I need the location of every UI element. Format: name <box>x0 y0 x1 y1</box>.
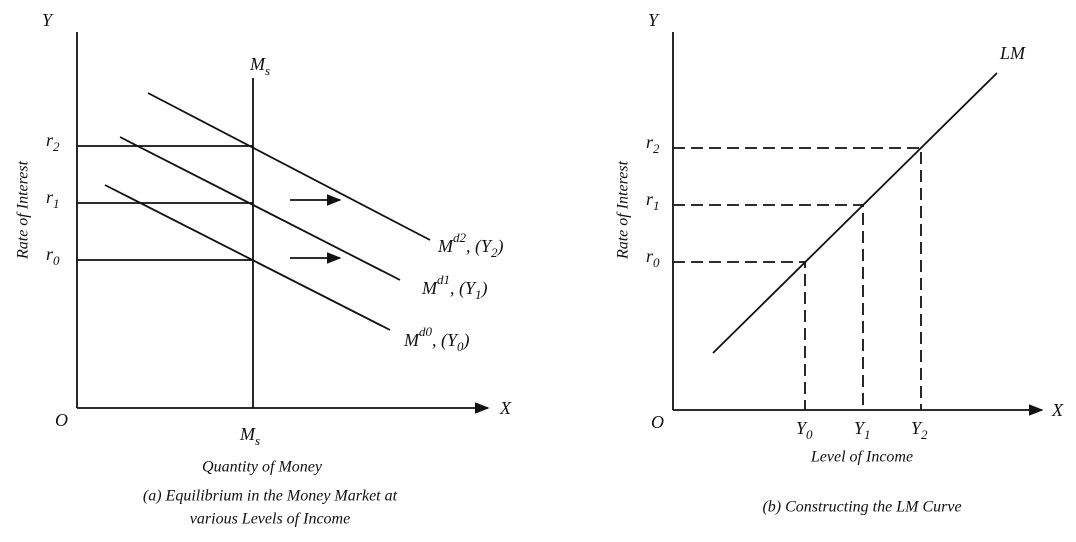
base: r <box>46 187 54 207</box>
x-label: Quantity of Money <box>202 459 323 476</box>
demand-curve <box>104 184 391 331</box>
sub: 1 <box>53 196 60 211</box>
base: r <box>646 246 654 266</box>
demand-curve <box>147 92 431 241</box>
close: ) <box>481 278 488 299</box>
text: , (Y <box>432 330 459 351</box>
sub: 0 <box>653 255 660 270</box>
axis-letter: X <box>499 398 512 418</box>
demand-label: Md2, (Y2) <box>437 230 504 260</box>
sup: d1 <box>437 272 450 287</box>
base: M <box>403 330 420 350</box>
rate-label: r1 <box>646 189 660 213</box>
sub: 2 <box>653 141 660 156</box>
demand-label: Md1, (Y1) <box>421 272 488 302</box>
sup: d2 <box>453 230 467 245</box>
ms-label: Ms <box>249 54 270 78</box>
sub: 0 <box>53 253 60 268</box>
rate-label: r1 <box>46 187 60 211</box>
axis-letter: Y <box>648 10 660 30</box>
axis-letter: Y <box>42 10 54 30</box>
base: M <box>249 54 266 74</box>
sub: 1 <box>864 427 871 442</box>
axis-letter: X <box>1051 400 1064 420</box>
guide-line <box>673 147 922 410</box>
base: M <box>421 278 438 298</box>
sub: s <box>255 433 260 448</box>
panel-a: Y X O Ms Ms r2 r1 r0 Rate of Interest Md… <box>15 10 512 528</box>
base: M <box>437 236 454 256</box>
demand-label: Md0, (Y0) <box>403 324 470 354</box>
text: , (Y <box>450 278 477 299</box>
caption: (b) Constructing the LM Curve <box>762 499 961 516</box>
origin: O <box>55 410 68 430</box>
guide-line <box>673 261 806 410</box>
sub: 2 <box>53 139 60 154</box>
y-label: Rate of Interest <box>615 160 632 260</box>
origin: O <box>651 412 664 432</box>
y-label: Rate of Interest <box>15 160 32 260</box>
rate-label: r2 <box>646 132 660 156</box>
ms-label: Ms <box>239 424 260 448</box>
rate-label: r0 <box>46 244 60 268</box>
sub: 0 <box>806 427 813 442</box>
close: ) <box>463 330 470 351</box>
base: r <box>646 189 654 209</box>
text: , (Y <box>466 236 493 257</box>
lm-label: LM <box>999 43 1026 63</box>
caption: (a) Equilibrium in the Money Market at <box>143 488 398 505</box>
base: Y <box>911 418 923 438</box>
base: Y <box>796 418 808 438</box>
rate-label: r0 <box>646 246 660 270</box>
sub: 1 <box>653 198 660 213</box>
caption: various Levels of Income <box>190 511 350 528</box>
close: ) <box>497 236 504 257</box>
guide-line <box>673 204 864 410</box>
x-label: Level of Income <box>810 449 913 466</box>
sub: 1 <box>475 287 482 302</box>
lm-curve <box>712 72 998 354</box>
base: r <box>46 244 54 264</box>
income-label: Y2 <box>911 418 928 442</box>
sub: 2 <box>491 245 498 260</box>
base: Y <box>854 418 866 438</box>
rate-label: r2 <box>46 130 60 154</box>
demand-curve <box>119 136 401 281</box>
base: M <box>239 424 256 444</box>
sub: 2 <box>921 427 928 442</box>
sub: s <box>265 63 270 78</box>
base: r <box>46 130 54 150</box>
sub: 0 <box>457 339 464 354</box>
panel-b: Y X O LM r2 r1 r0 Rate of Interest Y0 Y1… <box>615 10 1064 516</box>
income-label: Y0 <box>796 418 813 442</box>
sup: d0 <box>419 324 433 339</box>
income-label: Y1 <box>854 418 871 442</box>
base: r <box>646 132 654 152</box>
